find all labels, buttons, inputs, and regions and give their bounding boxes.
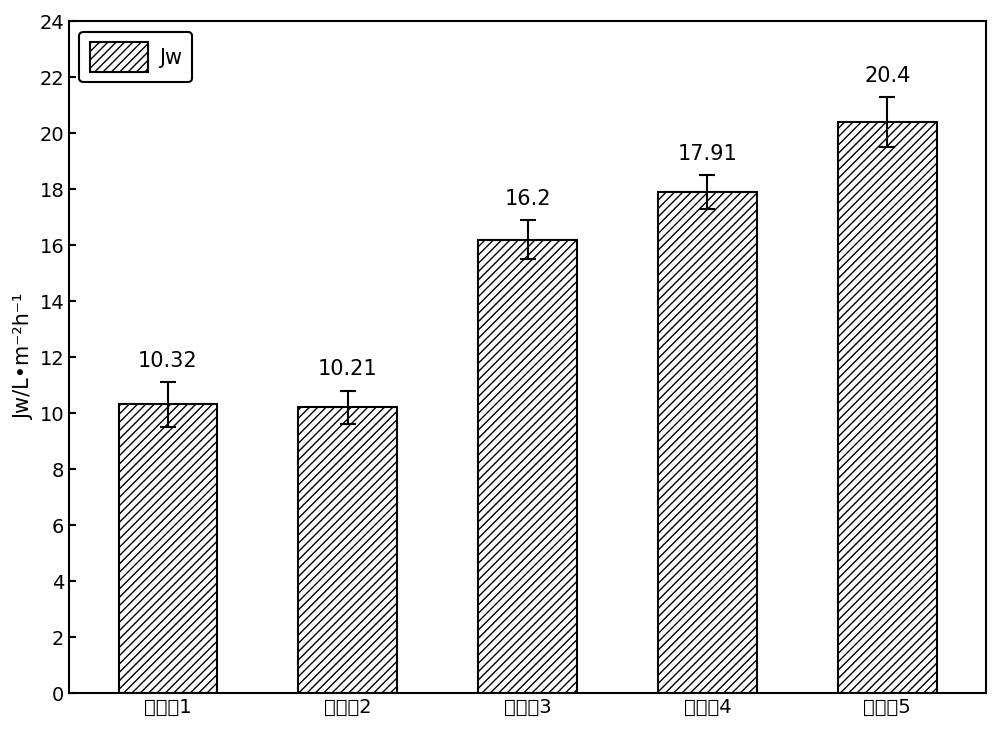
Text: 17.91: 17.91: [678, 144, 737, 164]
Text: 10.32: 10.32: [138, 351, 198, 371]
Bar: [658, 192, 757, 693]
Bar: [298, 407, 397, 693]
Text: 16.2: 16.2: [504, 189, 551, 209]
Text: 10.21: 10.21: [318, 360, 378, 379]
Legend: Jw: Jw: [79, 32, 192, 82]
Text: 20.4: 20.4: [864, 66, 910, 86]
Bar: [478, 240, 577, 693]
Y-axis label: Jw/L•m⁻²h⁻¹: Jw/L•m⁻²h⁻¹: [14, 294, 34, 420]
Bar: [838, 122, 937, 693]
Bar: [119, 404, 217, 693]
